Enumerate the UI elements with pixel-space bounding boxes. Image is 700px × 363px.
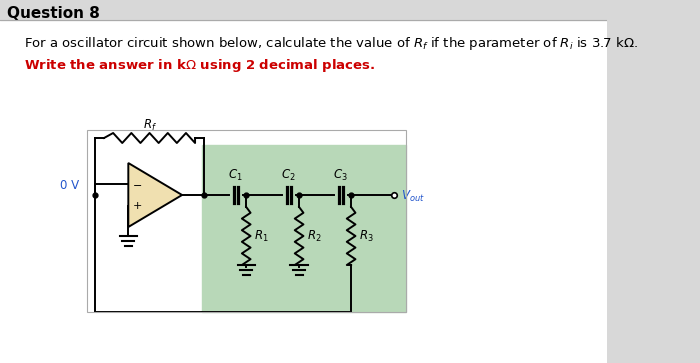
Text: 0 V: 0 V (60, 179, 79, 192)
Text: $R_1$: $R_1$ (254, 228, 269, 244)
Text: $C_3$: $C_3$ (333, 167, 348, 183)
Text: Question 8: Question 8 (7, 5, 100, 20)
Bar (202, 145, 406, 312)
Text: $-$: $-$ (132, 179, 142, 189)
Polygon shape (128, 163, 182, 227)
Text: $C_1$: $C_1$ (228, 167, 243, 183)
Text: $R_f$: $R_f$ (143, 118, 157, 132)
Text: $+$: $+$ (132, 200, 142, 211)
Text: For a oscillator circuit shown below, calculate the value of $R_f$ if the parame: For a oscillator circuit shown below, ca… (25, 34, 638, 52)
Text: $C_2$: $C_2$ (281, 167, 296, 183)
Text: $R_3$: $R_3$ (359, 228, 374, 244)
Bar (0, 0, 607, 20)
Text: $V_{out}$: $V_{out}$ (400, 188, 424, 204)
Text: Write the answer in k$\Omega$ using 2 decimal places.: Write the answer in k$\Omega$ using 2 de… (25, 57, 375, 73)
Text: $R_2$: $R_2$ (307, 228, 321, 244)
Bar (87, 130, 406, 312)
